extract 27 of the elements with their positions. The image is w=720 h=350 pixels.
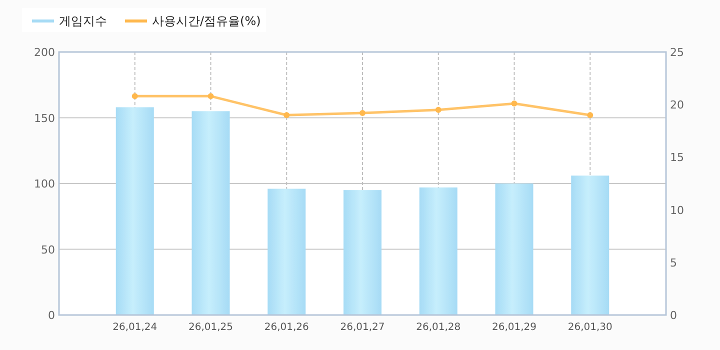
- y-tick-label: 100: [34, 178, 55, 190]
- legend-label: 사용시간/점유율(%): [152, 14, 261, 28]
- y2-tick-label: 20: [670, 98, 684, 112]
- y2-tick-label: 15: [670, 151, 684, 164]
- y2-tick-label: 10: [670, 204, 684, 217]
- point: [208, 93, 214, 100]
- legend-label: 게임지수: [59, 14, 107, 28]
- x-tick-label: 26,01,26: [264, 322, 309, 333]
- y-tick-label: 50: [41, 243, 55, 256]
- x-tick-label: 26,01,27: [340, 322, 385, 333]
- y-tick-label: 200: [34, 46, 55, 59]
- y-tick-label: 0: [48, 309, 55, 322]
- x-tick-label: 26,01,24: [112, 322, 158, 333]
- point: [587, 112, 594, 118]
- point: [284, 112, 290, 118]
- point: [132, 93, 138, 100]
- x-tick-label: 26,01,29: [492, 322, 537, 333]
- x-tick-label: 26,01,25: [188, 322, 234, 333]
- y2-tick-label: 25: [670, 46, 684, 59]
- x-tick-label: 26,01,30: [568, 322, 612, 333]
- y-tick-label: 150: [34, 112, 55, 125]
- y2-tick-label: 5: [670, 256, 677, 270]
- point: [511, 100, 518, 107]
- y2-tick-label: 0: [670, 309, 677, 322]
- point: [360, 110, 366, 116]
- point: [435, 106, 442, 113]
- x-tick-label: 26,01,28: [416, 322, 461, 333]
